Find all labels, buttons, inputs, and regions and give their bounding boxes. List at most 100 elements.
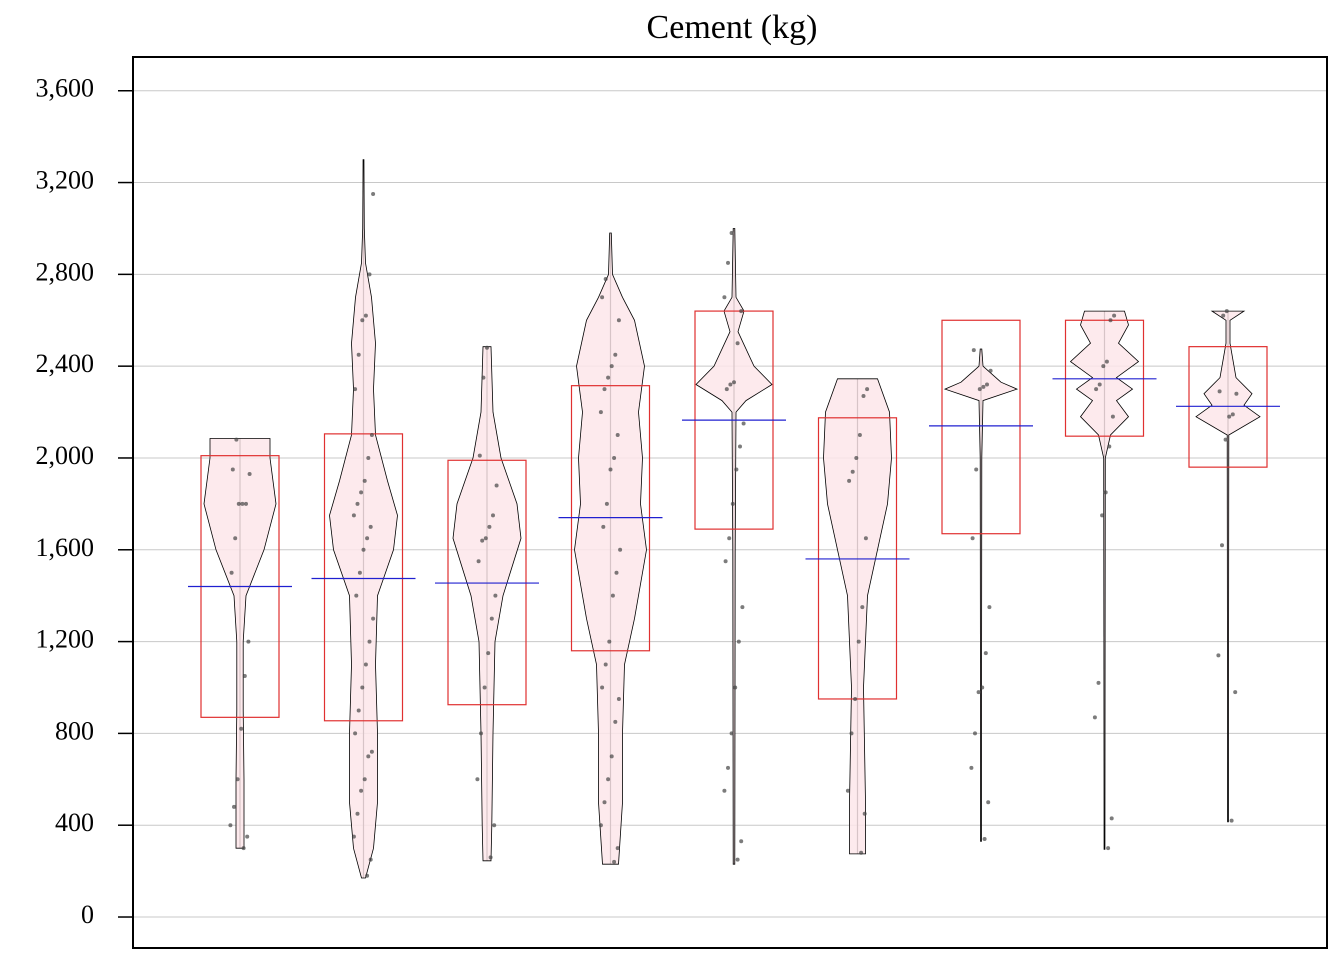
- data-point: [1101, 364, 1106, 369]
- data-point: [606, 777, 611, 782]
- data-point: [727, 536, 732, 541]
- box: [323, 433, 404, 722]
- data-point: [246, 639, 251, 644]
- data-point: [1224, 309, 1229, 314]
- violin: [823, 378, 892, 855]
- data-point: [983, 651, 988, 656]
- data-point: [600, 295, 605, 300]
- data-point: [603, 276, 608, 281]
- data-point: [353, 387, 358, 392]
- data-point: [616, 318, 621, 323]
- violin: [695, 228, 773, 865]
- data-point: [355, 811, 360, 816]
- data-point: [618, 547, 623, 552]
- data-point: [982, 836, 987, 841]
- data-point: [360, 318, 365, 323]
- data-point: [862, 811, 867, 816]
- data-point: [234, 437, 239, 442]
- data-point: [723, 559, 728, 564]
- data-point: [845, 788, 850, 793]
- data-point: [735, 857, 740, 862]
- data-point: [738, 444, 742, 449]
- data-point: [242, 674, 247, 679]
- data-point: [365, 536, 370, 541]
- data-point: [233, 536, 238, 541]
- data-point: [607, 639, 612, 644]
- data-point: [367, 272, 372, 277]
- data-point: [724, 387, 729, 392]
- data-point: [230, 467, 235, 472]
- data-point: [229, 570, 234, 575]
- data-point: [356, 352, 361, 357]
- data-point: [236, 501, 241, 506]
- data-point: [1104, 359, 1109, 364]
- data-point: [475, 777, 480, 782]
- data-point: [857, 433, 862, 438]
- data-point: [1107, 444, 1112, 449]
- data-point: [357, 570, 362, 575]
- data-point: [602, 800, 607, 805]
- y-tick-label: 3,200: [36, 166, 95, 195]
- data-point: [1216, 653, 1221, 658]
- data-point: [729, 231, 734, 236]
- violin: [1195, 310, 1261, 823]
- data-point: [1227, 414, 1232, 419]
- data-point: [1223, 437, 1228, 442]
- data-point: [609, 754, 614, 759]
- data-point: [239, 726, 244, 731]
- data-point: [859, 850, 864, 855]
- data-point: [355, 501, 360, 506]
- data-point: [356, 708, 361, 713]
- y-tick-label: 2,400: [36, 349, 95, 378]
- data-point: [613, 352, 618, 357]
- data-point: [860, 605, 865, 610]
- data-point: [856, 639, 861, 644]
- data-point: [722, 788, 727, 793]
- data-point: [241, 846, 246, 851]
- data-point: [1092, 715, 1097, 720]
- data-point: [1217, 389, 1222, 394]
- data-point: [847, 478, 852, 483]
- data-point: [736, 639, 741, 644]
- box: [941, 319, 1021, 535]
- data-point: [608, 467, 613, 472]
- data-point: [974, 467, 979, 472]
- data-point: [602, 387, 607, 392]
- data-point: [740, 605, 745, 610]
- y-tick-label: 400: [55, 808, 94, 837]
- data-point: [359, 490, 364, 495]
- data-point: [865, 387, 870, 392]
- data-point: [232, 804, 236, 809]
- data-point: [240, 501, 245, 506]
- data-point: [477, 453, 482, 458]
- data-point: [853, 696, 858, 701]
- data-point: [976, 690, 981, 695]
- data-point: [986, 800, 991, 805]
- data-point: [489, 616, 494, 621]
- violin: [452, 346, 522, 862]
- data-point: [481, 375, 486, 380]
- data-point: [971, 348, 976, 353]
- data-point: [1096, 680, 1101, 685]
- data-point: [732, 380, 736, 385]
- data-point: [1230, 412, 1235, 417]
- data-point: [486, 651, 491, 656]
- data-point: [1100, 513, 1105, 518]
- data-point: [1112, 313, 1117, 318]
- data-point: [366, 754, 371, 759]
- data-point: [606, 375, 611, 380]
- data-point: [612, 859, 617, 864]
- data-point: [351, 834, 356, 839]
- data-point: [973, 731, 977, 736]
- data-point: [863, 536, 868, 541]
- data-point: [615, 433, 620, 438]
- data-point: [614, 570, 619, 575]
- y-tick-label: 1,200: [36, 625, 95, 654]
- data-point: [616, 696, 621, 701]
- data-point: [351, 513, 356, 518]
- data-point: [988, 368, 993, 373]
- data-point: [726, 765, 730, 770]
- data-point: [734, 467, 739, 472]
- data-point: [369, 433, 374, 438]
- data-point: [850, 469, 855, 474]
